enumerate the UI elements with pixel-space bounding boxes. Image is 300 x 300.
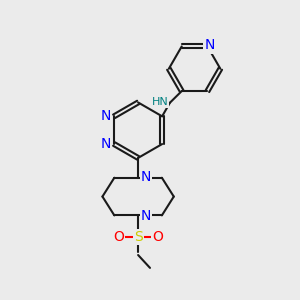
Text: HN: HN (152, 97, 168, 107)
Text: S: S (134, 230, 142, 244)
Text: N: N (204, 38, 214, 52)
Text: O: O (152, 230, 164, 244)
Text: N: N (141, 170, 151, 184)
Text: N: N (101, 137, 111, 151)
Text: O: O (113, 230, 124, 244)
Text: N: N (101, 109, 111, 123)
Text: N: N (141, 209, 151, 224)
